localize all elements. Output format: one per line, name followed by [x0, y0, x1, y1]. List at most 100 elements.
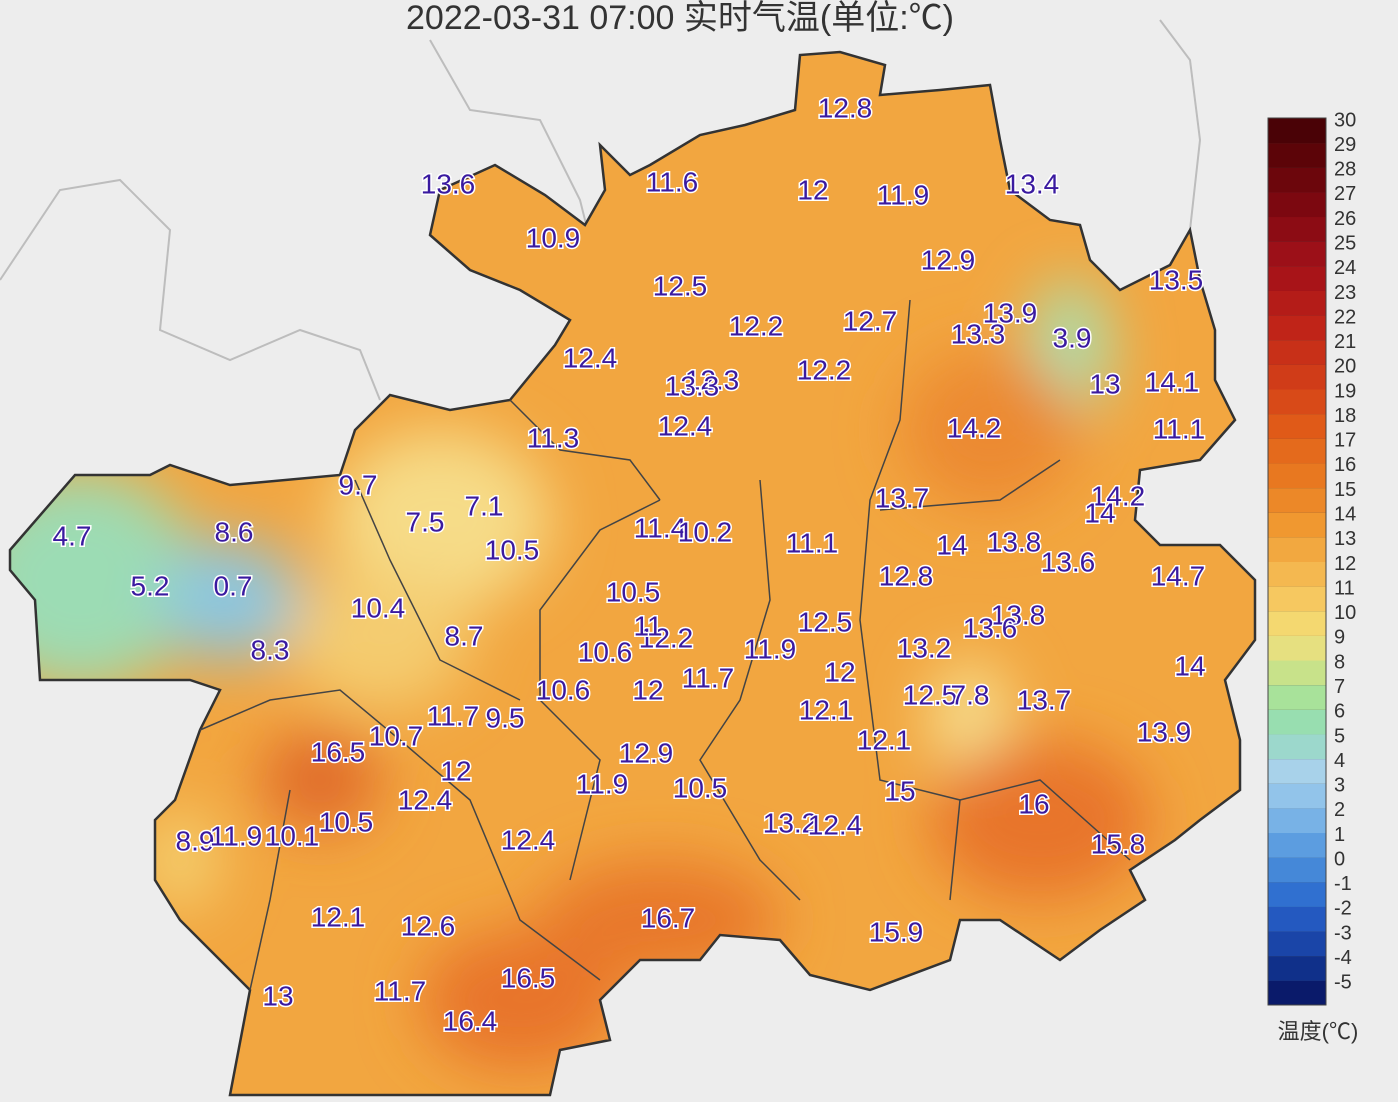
station-temperature: 0.7 [214, 570, 253, 601]
station-temperature: 8.7 [445, 620, 484, 651]
colorbar-band [1268, 980, 1326, 1006]
colorbar-band [1268, 857, 1326, 883]
temperature-area [140, 810, 220, 910]
station-temperature: 10.4 [351, 592, 406, 623]
temperature-field [10, 280, 1150, 1070]
colorbar-band [1268, 931, 1326, 957]
colorbar-band [1268, 216, 1326, 242]
colorbar-band [1268, 635, 1326, 661]
colorbar-tick-label: 28 [1334, 159, 1356, 181]
station-temperature: 12.8 [879, 560, 934, 591]
colorbar-tick-label: 21 [1334, 331, 1356, 353]
colorbar-band [1268, 512, 1326, 538]
colorbar-band [1268, 906, 1326, 932]
province-border [8, 50, 1257, 1097]
colorbar-tick-label: 0 [1334, 848, 1345, 870]
station-temperature: 13.9 [983, 297, 1038, 328]
colorbar-band [1268, 783, 1326, 809]
station-temperature: 9.5 [486, 702, 525, 733]
colorbar-band [1268, 807, 1326, 834]
station-temperature: 12.2 [729, 310, 784, 341]
colorbar-tick-label: 9 [1334, 627, 1345, 649]
station-temperature: 10.7 [369, 720, 424, 751]
colorbar-tick-label: -1 [1334, 873, 1352, 895]
station-temperature: 12 [632, 674, 663, 705]
colorbar-tick-label: 12 [1334, 553, 1356, 575]
station-temperature: 13.8 [991, 599, 1046, 630]
temperature-area [260, 730, 380, 830]
station-temperature: 12.6 [401, 910, 456, 941]
colorbar-tick-label: 11 [1334, 577, 1355, 599]
station-temperature: 12.9 [921, 244, 976, 275]
colorbar-band [1268, 315, 1326, 341]
station-temperature: 11.7 [374, 975, 426, 1006]
station-temperature: 13.2 [897, 632, 952, 663]
colorbar: -5-4-3-2-1012345678910111213141516171819… [1267, 109, 1356, 1006]
colorbar-tick-label: 17 [1334, 430, 1356, 452]
county-border [539, 499, 661, 881]
colorbar-tick-label: 10 [1334, 602, 1356, 624]
colorbar-tick-label: 30 [1334, 109, 1356, 131]
colorbar-tick-label: 25 [1334, 232, 1356, 254]
colorbar-band [1268, 290, 1326, 316]
colorbar-tick-label: 27 [1334, 183, 1356, 205]
station-temperature: 14.7 [1151, 560, 1206, 591]
station-temperature: 16.5 [501, 962, 556, 993]
colorbar-band [1268, 118, 1326, 144]
station-temperature: 14 [1174, 650, 1205, 681]
colorbar-tick-label: -3 [1334, 922, 1352, 944]
temperature-area [160, 540, 300, 660]
temperature-area [420, 930, 620, 1070]
colorbar-tick-label: 7 [1334, 676, 1345, 698]
colorbar-tick-label: 5 [1334, 725, 1345, 747]
county-border [509, 399, 661, 501]
county-border [879, 459, 1061, 511]
station-temperature: 12.4 [563, 342, 618, 373]
station-temperature: 11.4 [634, 512, 686, 543]
county-border [249, 789, 291, 991]
colorbar-tick-label: -5 [1334, 972, 1352, 994]
station-temperature: 13.5 [1149, 264, 1204, 295]
station-temperature: 8.9 [176, 825, 215, 856]
station-temperature: 12.5 [798, 606, 853, 637]
colorbar-tick-label: 19 [1334, 380, 1356, 402]
station-temperature: 12.2 [639, 622, 694, 653]
station-temperature: 12 [824, 656, 855, 687]
station-temperature: 12.1 [857, 724, 912, 755]
station-temperature: 9.7 [339, 469, 378, 500]
colorbar-band [1268, 561, 1326, 587]
colorbar-tick-label: -4 [1334, 947, 1352, 969]
station-temperature: 13.6 [1041, 546, 1096, 577]
station-temperature: 10.6 [536, 674, 591, 705]
station-temperature: 12.4 [808, 809, 863, 840]
station-temperature: 14.1 [1145, 366, 1200, 397]
station-temperature: 3.9 [1053, 322, 1092, 353]
temperature-area [290, 570, 470, 710]
station-temperature: 12.4 [501, 824, 556, 855]
station-temperature: 12.5 [903, 679, 958, 710]
colorbar-band [1268, 881, 1326, 907]
colorbar-tick-label: -2 [1334, 898, 1352, 920]
colorbar-band [1268, 610, 1326, 636]
colorbar-tick-label: 18 [1334, 405, 1356, 427]
colorbar-tick-label: 4 [1334, 750, 1345, 772]
colorbar-band [1268, 389, 1326, 415]
station-temperature: 14 [936, 529, 967, 560]
station-temperature: 11.9 [210, 820, 262, 851]
station-temperature: 10.1 [265, 820, 320, 851]
colorbar-band [1268, 733, 1326, 760]
colorbar-band [1268, 167, 1326, 193]
station-temperature: 16 [1018, 788, 1049, 819]
colorbar-tick-label: 1 [1334, 824, 1345, 846]
colorbar-tick-label: 20 [1334, 356, 1356, 378]
county-border [699, 479, 801, 901]
temperature-area [330, 430, 550, 610]
colorbar-band [1268, 413, 1326, 439]
colorbar-tick-label: 2 [1334, 799, 1345, 821]
colorbar-band [1268, 265, 1326, 291]
station-temperature: 7.8 [951, 679, 990, 710]
temperature-area [930, 740, 1150, 900]
province [8, 50, 1257, 1097]
colorbar-tick-label: 16 [1334, 454, 1356, 476]
